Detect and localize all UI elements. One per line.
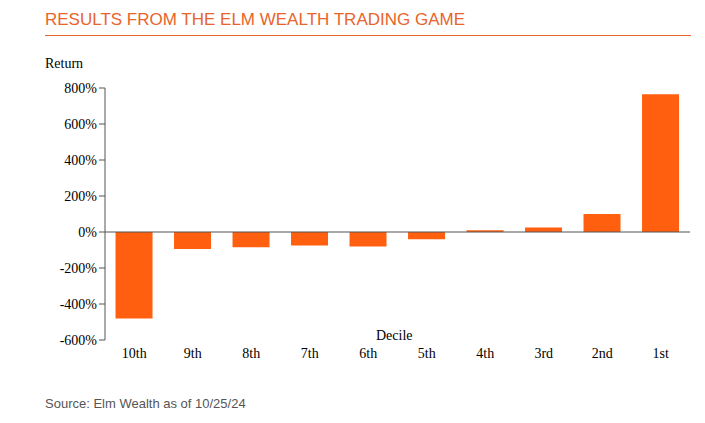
html-text:Return: Return [45, 56, 84, 71]
svg-text:0%: 0% [78, 225, 97, 240]
svg-text:3rd: 3rd [534, 346, 553, 361]
svg-text:-400%: -400% [60, 297, 98, 312]
svg-text:5th: 5th [418, 346, 436, 361]
svg-text:800%: 800% [64, 81, 97, 96]
svg-text:7th: 7th [301, 346, 319, 361]
svg-text:-600%: -600% [60, 333, 98, 348]
svg-text:10th: 10th [122, 346, 147, 361]
svg-text:2nd: 2nd [592, 346, 613, 361]
svg-text:4th: 4th [476, 346, 494, 361]
svg-text:8th: 8th [242, 346, 260, 361]
svg-text:200%: 200% [64, 189, 97, 204]
svg-text:400%: 400% [64, 153, 97, 168]
svg-text:600%: 600% [64, 117, 97, 132]
html-text:RESULTS FROM THE ELM WEALTH TR: RESULTS FROM THE ELM WEALTH TRADING GAME [45, 10, 465, 29]
svg-text:-200%: -200% [60, 261, 98, 276]
svg-text:9th: 9th [184, 346, 202, 361]
svg-text:6th: 6th [359, 346, 377, 361]
svg-text:1st: 1st [653, 346, 669, 361]
html-text:Decile: Decile [376, 328, 413, 343]
html-text:Source: Elm Wealth as of 10/25: Source: Elm Wealth as of 10/25/24 [45, 396, 246, 411]
